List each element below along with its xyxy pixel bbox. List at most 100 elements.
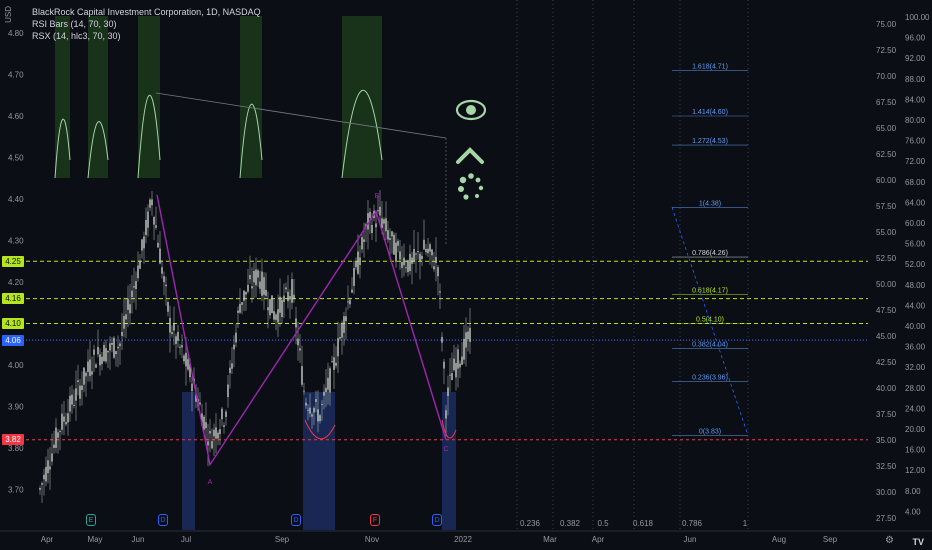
candle-body: [309, 407, 311, 414]
event-marker[interactable]: D: [158, 514, 168, 526]
spinner-dot: [478, 185, 484, 191]
candle-body: [391, 231, 393, 237]
candle-body: [55, 427, 57, 448]
candle-body: [181, 345, 183, 348]
candle-body: [213, 429, 215, 437]
candle-body: [257, 270, 259, 278]
candle-body: [233, 344, 235, 350]
rsx-axis-label: 65.00: [876, 124, 897, 133]
candle-body: [345, 316, 347, 322]
candle-body: [57, 432, 59, 438]
spinner-dot: [475, 177, 481, 183]
candle-body: [53, 444, 55, 448]
pattern-point-a: A: [208, 479, 213, 486]
event-marker[interactable]: D: [432, 514, 442, 526]
candle-body: [217, 432, 219, 439]
candle-body: [151, 199, 153, 206]
candle-body: [265, 289, 267, 296]
candle-body: [387, 230, 389, 240]
rsi-axis-label: 12.00: [905, 466, 926, 475]
candle-body: [75, 388, 77, 401]
candle-body: [253, 271, 255, 283]
rsi-axis-label: 28.00: [905, 384, 926, 393]
currency-label: USD: [4, 6, 13, 23]
candle-body: [405, 267, 407, 269]
symbol-title[interactable]: BlackRock Capital Investment Corporation…: [32, 7, 261, 17]
fib-level-label: 0.382(4.04): [692, 341, 728, 348]
candle-body: [465, 332, 467, 348]
candle-body: [375, 223, 377, 228]
oversold-zone: [303, 392, 335, 530]
candle-body: [135, 281, 137, 290]
candle-body: [111, 342, 113, 345]
candle-body: [61, 413, 63, 430]
candle-body: [179, 346, 181, 348]
time-axis-label: Jul: [181, 535, 191, 544]
rsi-axis-label: 56.00: [905, 240, 926, 249]
candle-body: [65, 422, 67, 425]
fib-level-label: 0.618(4.17): [692, 287, 728, 294]
candle-body: [227, 384, 229, 398]
rsx-curve: [341, 90, 383, 179]
candle-body: [267, 307, 269, 311]
fib-level-label: 0.786(4.26): [692, 250, 728, 257]
event-marker[interactable]: E: [86, 514, 96, 526]
rsi-axis-label: 36.00: [905, 343, 926, 352]
candle-body: [367, 213, 369, 230]
candle-body: [285, 287, 287, 290]
candle-body: [413, 249, 415, 262]
candle-body: [453, 358, 455, 371]
indicator-rsx[interactable]: RSX (14, hlc3, 70, 30): [32, 31, 121, 41]
event-marker[interactable]: F: [370, 514, 380, 526]
candle-body: [435, 256, 437, 264]
rsx-axis-label: 62.50: [876, 150, 897, 159]
gear-icon[interactable]: ⚙: [885, 535, 894, 546]
rsx-axis-label: 57.50: [876, 202, 897, 211]
candle-body: [393, 234, 395, 255]
price-axis-label: 4.40: [8, 195, 24, 204]
candle-body: [183, 355, 185, 362]
candle-body: [229, 367, 231, 374]
fib-level-label: 1.272(4.53): [692, 138, 728, 145]
rsx-axis-label: 37.50: [876, 410, 897, 419]
oversold-zone: [182, 392, 195, 530]
candle-body: [121, 331, 123, 336]
eye-icon: [455, 99, 487, 121]
candle-body: [81, 385, 83, 390]
candle-body: [335, 362, 337, 366]
candle-body: [51, 453, 53, 462]
candle-body: [451, 373, 453, 380]
rsx-axis-label: 30.00: [876, 488, 897, 497]
price-axis-label: 4.50: [8, 154, 24, 163]
candle-body: [107, 350, 109, 353]
candle-body: [431, 249, 433, 256]
rsi-axis-label: 48.00: [905, 281, 926, 290]
fib-level-label: 0.5(4.10): [696, 317, 724, 324]
candle-body: [315, 399, 317, 402]
candle-body: [307, 409, 309, 411]
rsi-axis-label: 68.00: [905, 178, 926, 187]
rsi-axis-label: 32.00: [905, 363, 926, 372]
candle-body: [459, 363, 461, 368]
price-tag: 4.16: [2, 293, 24, 305]
event-marker[interactable]: D: [291, 514, 301, 526]
time-axis-label: Apr: [592, 535, 605, 544]
rsx-axis-label: 67.50: [876, 98, 897, 107]
candle-body: [293, 294, 295, 299]
rsi-axis-label: 88.00: [905, 75, 926, 84]
loading-spinner-icon: [458, 173, 484, 200]
candle-body: [137, 265, 139, 279]
rsi-axis-label: 72.00: [905, 157, 926, 166]
candle-body: [411, 257, 413, 264]
indicator-rsi-bars[interactable]: RSI Bars (14, 70, 30): [32, 19, 117, 29]
candle-body: [379, 206, 381, 216]
fib-time-label: 0.786: [682, 519, 703, 528]
candle-body: [249, 275, 251, 280]
rsi-axis-label: 96.00: [905, 34, 926, 43]
candle-body: [185, 352, 187, 367]
candle-body: [389, 238, 391, 240]
eye-outline: [455, 99, 487, 121]
candle-body: [279, 296, 281, 313]
